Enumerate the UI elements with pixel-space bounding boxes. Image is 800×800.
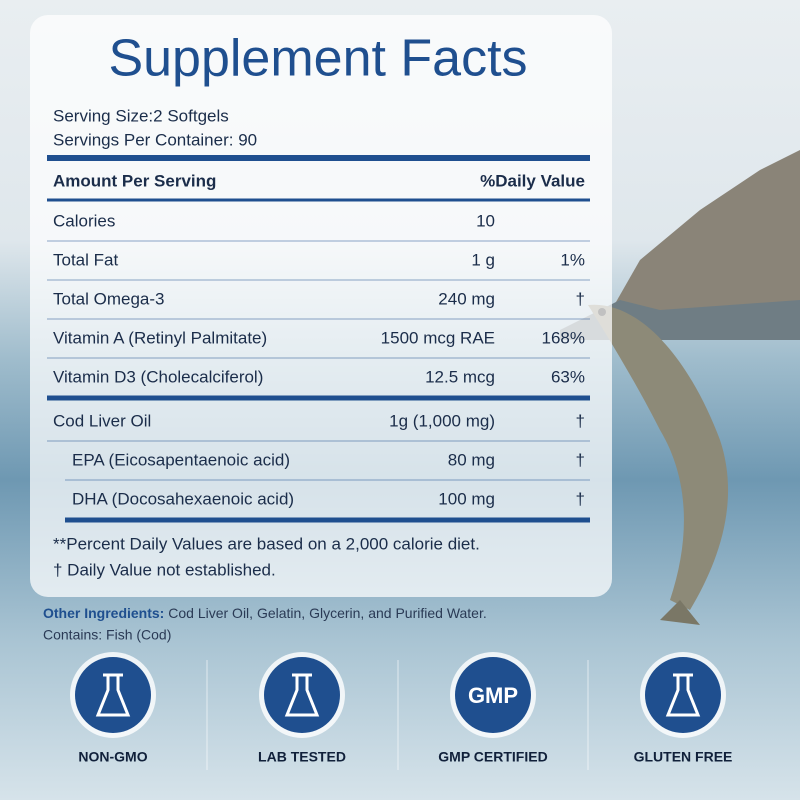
row-amount: 100 mg [438, 489, 495, 508]
badge-icon [665, 673, 701, 717]
row-dv: 63% [551, 367, 585, 386]
badge-label: GMP CERTIFIED [438, 749, 547, 765]
badge-label: NON-GMO [78, 749, 147, 765]
title: Supplement Facts [108, 30, 527, 88]
row-amount: 1g (1,000 mg) [389, 411, 495, 430]
row-name: Cod Liver Oil [53, 411, 151, 430]
text: Cod Liver Oil, Gelatin, Glycerin, and Pu… [164, 605, 486, 621]
row-dv: † [576, 489, 585, 508]
other-ingredients: Other Ingredients: Cod Liver Oil, Gelati… [43, 605, 487, 621]
badge-icon-text: GMP [468, 683, 518, 708]
badge-circle [75, 657, 151, 733]
badge-label: GLUTEN FREE [634, 749, 733, 765]
table-header: Amount Per Serving [53, 171, 216, 190]
row-amount: 1 g [471, 250, 495, 269]
row-dv: † [576, 411, 585, 430]
serving-line: Serving Size:2 Softgels [53, 106, 229, 125]
row-amount: 80 mg [448, 450, 495, 469]
row-name: Total Omega-3 [53, 289, 165, 308]
badge-circle [264, 657, 340, 733]
row-amount: 12.5 mcg [425, 367, 495, 386]
row-name: Total Fat [53, 250, 118, 269]
row-name: Vitamin D3 (Cholecalciferol) [53, 367, 263, 386]
row-name: DHA (Docosahexaenoic acid) [72, 489, 294, 508]
cliff [600, 150, 800, 330]
row-amount: 240 mg [438, 289, 495, 308]
badge-circle [645, 657, 721, 733]
contains: Contains: Fish (Cod) [43, 627, 171, 643]
label: Other Ingredients: [43, 605, 164, 621]
row-name: Vitamin A (Retinyl Palmitate) [53, 328, 267, 347]
badge-icon [95, 673, 131, 717]
badge-label: LAB TESTED [258, 749, 346, 765]
row-dv: 168% [542, 328, 585, 347]
row-dv: † [576, 289, 585, 308]
row-amount: 10 [476, 211, 495, 230]
badge-circle [455, 657, 531, 733]
badge-icon [284, 673, 320, 717]
footnote: † Daily Value not established. [53, 560, 276, 579]
row-name: Calories [53, 211, 115, 230]
row-name: EPA (Eicosapentaenoic acid) [72, 450, 290, 469]
row-dv: 1% [560, 250, 585, 269]
table-header: %Daily Value [480, 171, 585, 190]
serving-line: Servings Per Container: 90 [53, 130, 257, 149]
row-dv: † [576, 450, 585, 469]
footnote: **Percent Daily Values are based on a 2,… [53, 534, 480, 553]
row-amount: 1500 mcg RAE [381, 328, 495, 347]
